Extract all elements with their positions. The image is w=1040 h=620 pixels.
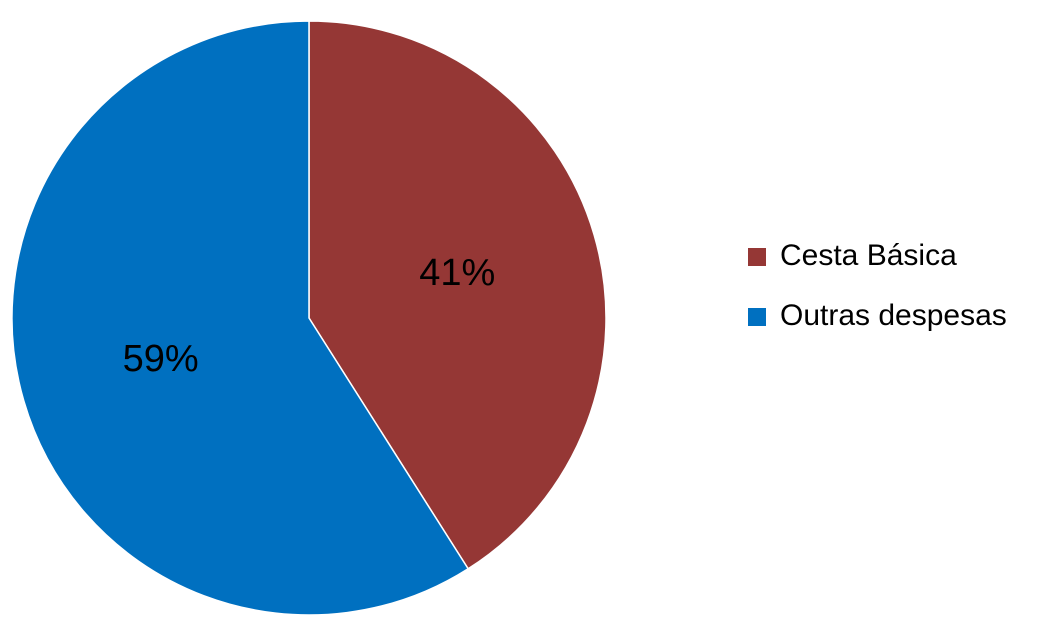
pie-slices bbox=[11, 20, 607, 616]
legend-label-0: Cesta Básica bbox=[780, 239, 957, 272]
pie-slice-1 bbox=[11, 20, 470, 616]
legend-label-1: Outras despesas bbox=[780, 299, 1007, 332]
pie-slice-0 bbox=[308, 20, 607, 570]
legend-swatch-0 bbox=[748, 248, 766, 266]
slice-label-1: 59% bbox=[123, 338, 199, 380]
slice-label-0: 41% bbox=[419, 252, 495, 294]
legend-swatch-1 bbox=[748, 308, 766, 326]
slice-labels: 41% 59% bbox=[123, 252, 496, 380]
legend: Cesta Básica Outras despesas bbox=[748, 239, 1007, 332]
